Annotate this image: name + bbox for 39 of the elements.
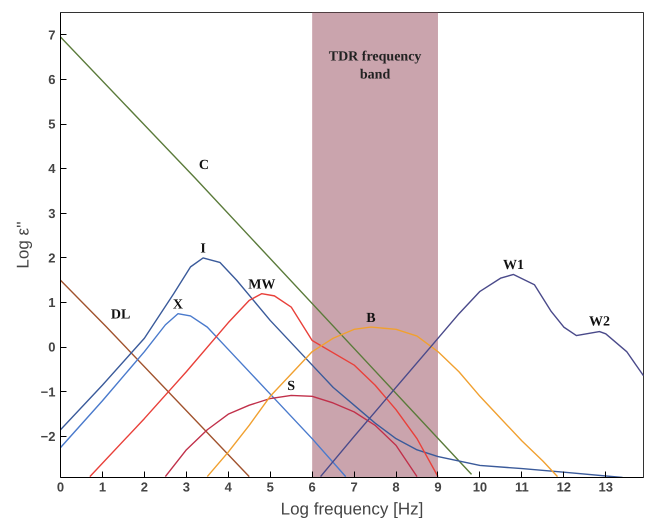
x-tick-label: 3 [182, 480, 190, 494]
line-series [320, 274, 644, 478]
x-tick-label: 4 [224, 480, 233, 494]
series-label: I [200, 242, 206, 257]
x-tick-label: 12 [556, 480, 572, 494]
x-tick-label: 5 [266, 480, 274, 494]
x-tick-label: 13 [598, 480, 613, 494]
series-label: C [198, 158, 210, 174]
series-label: W1 [502, 258, 524, 274]
x-tick-label: 9 [434, 480, 442, 494]
series-label: DL [110, 308, 130, 323]
line-series [206, 326, 558, 478]
line-series [89, 292, 439, 478]
y-tick-label: 5 [48, 116, 56, 132]
series-label: S [287, 379, 296, 394]
x-tick-label: 8 [392, 480, 400, 494]
y-tick-label: 2 [48, 250, 56, 266]
x-tick-label: 2 [140, 480, 148, 494]
y-tick-label: 4 [48, 161, 56, 176]
series-label: X [172, 297, 184, 312]
line-series [164, 394, 418, 478]
series-label: MW [248, 277, 276, 292]
x-tick-label: 6 [308, 480, 316, 494]
y-tick-label: 7 [48, 27, 56, 42]
y-axis-title: Log ε'' [14, 221, 33, 269]
y-tick-label: 3 [48, 206, 56, 221]
y-tick-label: −2 [40, 428, 56, 444]
y-tick-label: −1 [40, 384, 56, 400]
y-tick-label: 1 [48, 295, 56, 310]
y-tick-label: 0 [48, 340, 56, 355]
y-tick-label: 6 [48, 72, 56, 87]
annotation: W2 [588, 314, 610, 330]
x-tick-label: 7 [350, 480, 358, 494]
x-tick-label: 11 [514, 480, 529, 494]
x-tick-label: 10 [472, 480, 488, 494]
series-label: B [366, 310, 376, 326]
x-axis-title: Log frequency [Hz] [280, 500, 424, 518]
band-label: TDR frequency band [328, 50, 422, 83]
x-tick-label: 1 [98, 480, 106, 494]
